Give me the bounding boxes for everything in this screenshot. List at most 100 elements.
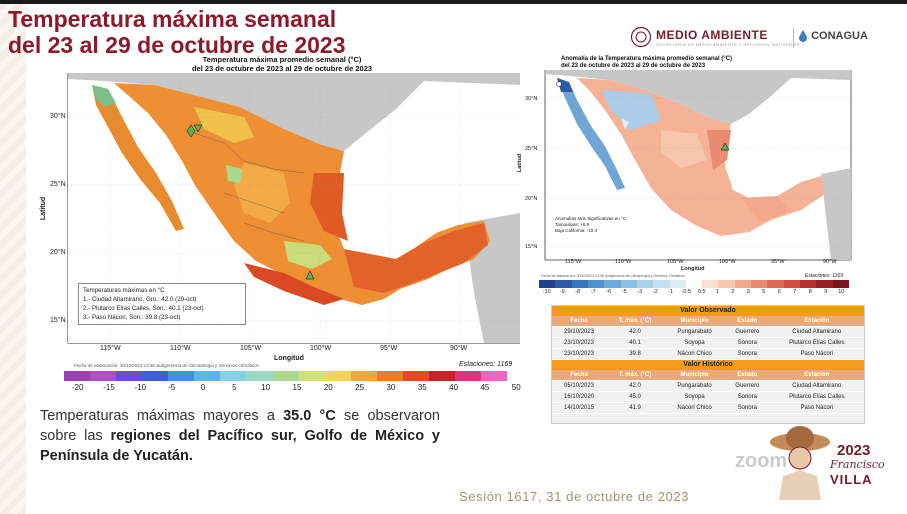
colorbar-segment: [685, 280, 703, 288]
rlat-tick-15: 15°N: [525, 244, 538, 250]
colorbar-label: 1: [715, 289, 719, 295]
colorbar-label: 15: [292, 383, 302, 392]
logo-separator: [793, 28, 794, 48]
colorbar-label: 9: [824, 289, 828, 295]
colorbar-label: 3: [746, 289, 750, 295]
colorbar-segment: [272, 371, 299, 381]
table-row: 23/10/2023 40.1 Soyopa Sonora Plutarco Elías…: [552, 337, 864, 349]
column-header: Estado: [725, 316, 770, 327]
rlat-tick-25: 25°N: [525, 146, 538, 152]
table-cell: Plutarco Elías Calles: [769, 391, 864, 403]
colorbar-label: 5: [762, 289, 766, 295]
colorbar-segment: [620, 280, 637, 288]
table-cell: Guerrero: [725, 380, 770, 392]
colorbar-label: -10: [542, 289, 551, 295]
colorbar-segment: [194, 371, 221, 381]
colorbar-label: -10: [134, 383, 147, 392]
table-row: 29/10/2023 42.0 Pungarabato Guerrero Ciudad …: [552, 326, 864, 338]
colorbar-segment: [402, 371, 429, 381]
colorbar-segment: [653, 280, 670, 288]
table-cell: Sonora: [725, 391, 770, 403]
colorbar-label: 5: [232, 383, 237, 392]
colorbar-label: 45: [480, 383, 490, 392]
map-left-legend: Temperaturas máximas en °C 1.- Ciudad Al…: [78, 283, 246, 325]
colorbar-label: -8: [575, 289, 581, 295]
column-header: Estación: [769, 370, 864, 381]
colorbar-label: -3: [637, 289, 643, 295]
column-header: Municipio: [664, 316, 726, 327]
left-decoration: [0, 4, 26, 514]
logo-conagua: CONAGUA: [798, 30, 868, 43]
table-cell: Sonora: [725, 337, 770, 349]
column-header: Fecha: [552, 370, 607, 381]
zoom-watermark: zoom: [735, 450, 788, 472]
table-cell: Paso Nácori: [769, 348, 864, 360]
column-header: Municipio: [664, 370, 726, 381]
table-row: 14/10/2015 41.9 Nácori Chico Sonora Paso Nác…: [552, 402, 864, 414]
colorbar-segment: [669, 280, 686, 288]
colorbar-label: -6: [606, 289, 612, 295]
colorbar-label: -9: [559, 289, 565, 295]
colorbar-segment: [481, 371, 508, 381]
colorbar-segment: [324, 371, 351, 381]
colorbar-segment: [116, 371, 143, 381]
map-right-stations: Estaciones: 1169: [805, 273, 843, 279]
map-left-title: Temperatura máxima promedio semanal (°C)…: [191, 55, 373, 73]
map-left-stations: Estaciones: 1169: [459, 361, 513, 368]
colorbar-segment: [64, 371, 91, 381]
table-cell: Soyopa: [664, 391, 726, 403]
colorbar-segment: [800, 280, 817, 288]
table-cell: 39.8: [606, 348, 664, 360]
colorbar-label: 10: [838, 289, 845, 295]
colorbar-label: 2: [731, 289, 735, 295]
map-right-colorbar: [539, 280, 849, 288]
colorbar-label: 25: [355, 383, 365, 392]
lat-tick-25: 25°N: [50, 181, 66, 188]
map-left-colorbar-labels: -20 -15 -10 -5 0 5 10 15 20 25 30 35 40 45 50: [62, 383, 532, 392]
observed-table: Fecha T. máx. (°C) Municipio Estado Estación…: [552, 316, 864, 360]
map-right-xlabel: Longitud: [681, 266, 705, 272]
colorbar-segment: [555, 280, 572, 288]
portrait-icon: [770, 426, 830, 500]
map-right-colorbar-labels: -10 -9 -8 -7 -6 -5 -3 -2 -1 -0.5 0.5 1 2 3 5 6 7 8 9 10: [539, 289, 849, 295]
table-row: 05/10/2023 42.0 Pungarabato Guerrero Ciudad …: [552, 380, 864, 392]
column-header: Estación: [769, 316, 864, 327]
map-left-ylabel: Latitud: [40, 196, 48, 221]
rlat-tick-20: 20°N: [525, 196, 538, 202]
colorbar-label: 7: [793, 289, 797, 295]
table-cell: Ciudad Altamirano: [769, 380, 864, 392]
historic-table: Fecha T. máx. (°C) Municipio Estado Estación…: [552, 370, 864, 414]
colorbar-label: 40: [449, 383, 459, 392]
colorbar-segment: [587, 280, 605, 288]
colorbar-segment: [832, 280, 849, 288]
colorbar-label: 8: [808, 289, 812, 295]
map-left-xlabel: Longitud: [274, 355, 304, 362]
table-cell: 14/10/2015: [552, 402, 607, 414]
map-right-footer: Fecha de elaboración: 30/10/2023 13:56 S…: [541, 274, 685, 278]
rlat-tick-30: 30°N: [525, 96, 538, 102]
colorbar-label: -20: [71, 383, 84, 392]
table-cell: Pungarabato: [664, 326, 726, 338]
colorbar-segment: [636, 280, 654, 288]
lon-ticks: 115°W 110°W 105°W 100°W 95°W 90°W: [100, 345, 468, 352]
table-cell: 45.0: [606, 391, 664, 403]
map-right-figure: [544, 70, 852, 261]
colorbar-label: 0: [200, 383, 206, 392]
colorbar-segment: [246, 371, 273, 381]
records-tables: Valor Observado Fecha T. máx. (°C) Municip…: [551, 305, 865, 424]
column-header: Estado: [725, 370, 770, 381]
temperature-anomaly-map: Anomalía de la Temperatura máxima promed…: [517, 56, 857, 299]
colorbar-label: 0.5: [697, 289, 706, 295]
observed-heading: Valor Observado: [552, 306, 864, 316]
colorbar-label: 35: [417, 383, 427, 392]
fv-name-first: Francisco: [830, 458, 885, 471]
colorbar-label: -15: [103, 383, 115, 392]
colorbar-segment: [718, 280, 735, 288]
map-left-colorbar: [64, 371, 508, 381]
table-cell: Nácori Chico: [664, 348, 726, 360]
colorbar-label: -1: [668, 289, 674, 295]
colorbar-label: -0.5: [681, 289, 691, 295]
colorbar-label: 6: [777, 289, 781, 295]
colorbar-segment: [604, 280, 621, 288]
logos: MEDIO AMBIENTE SECRETARÍA DE MEDIO AMBIE…: [630, 26, 890, 52]
